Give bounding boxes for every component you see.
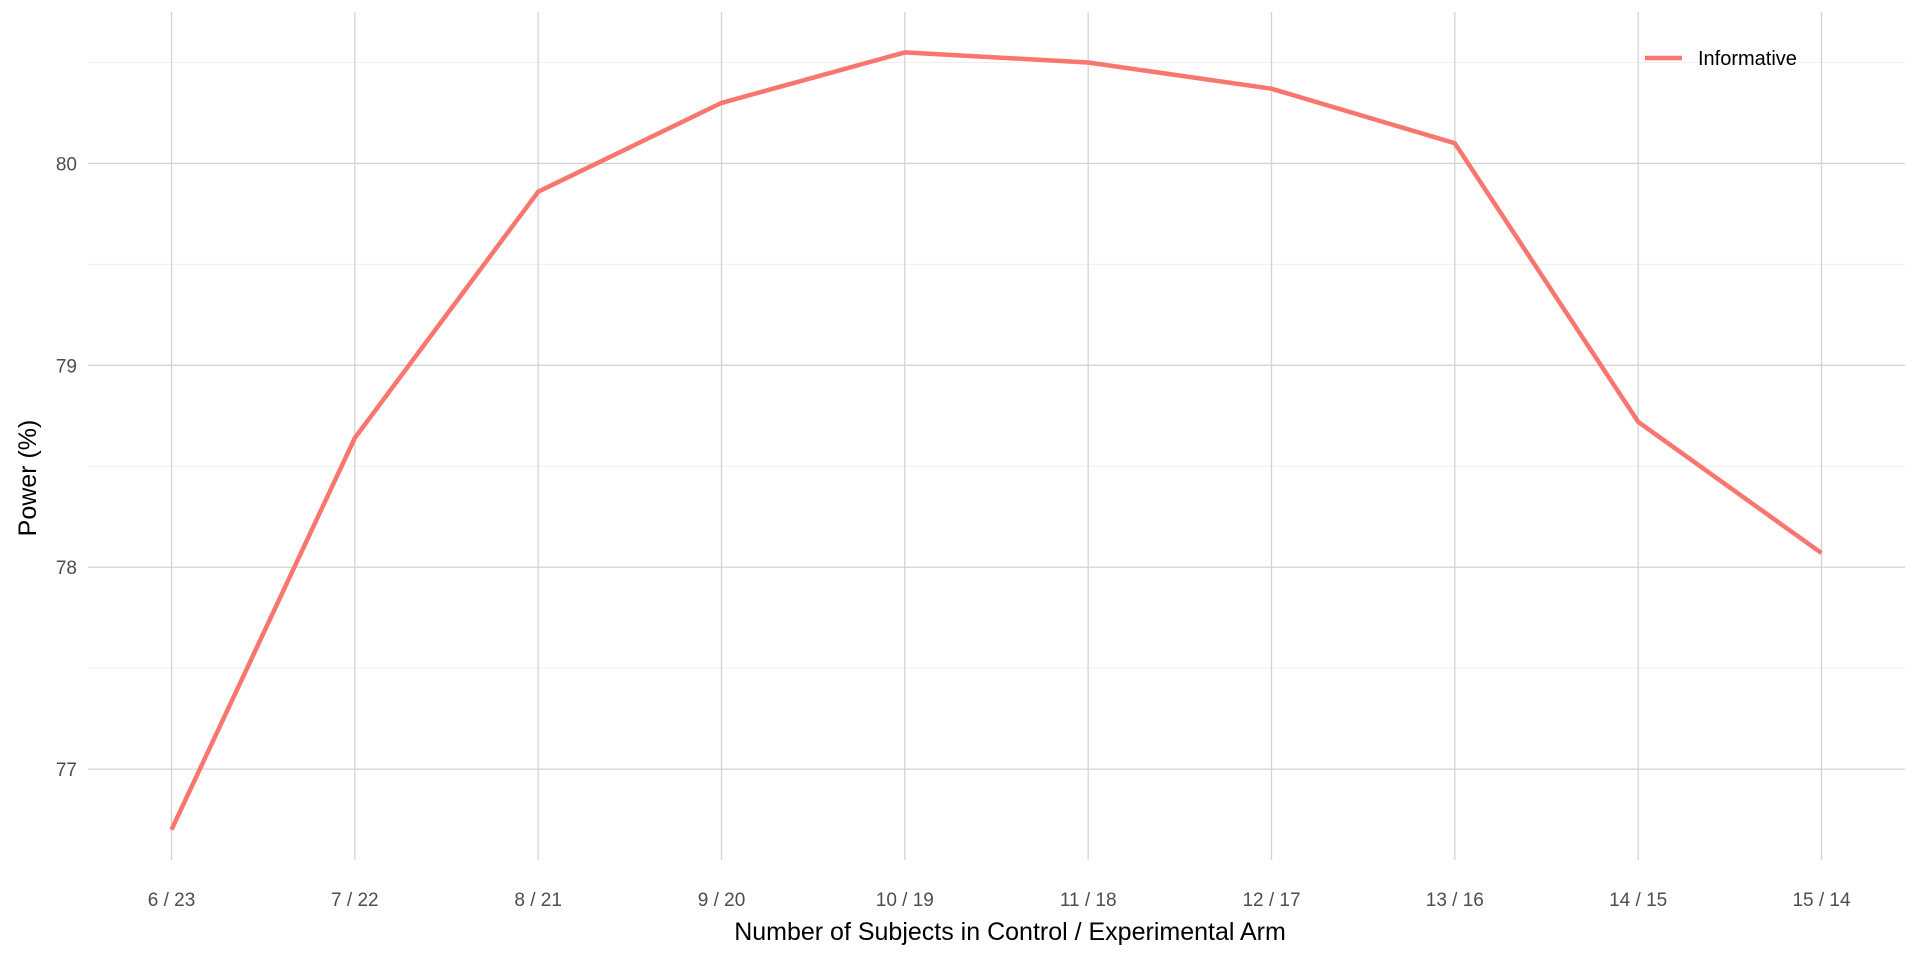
- x-axis-title: Number of Subjects in Control / Experime…: [734, 918, 1286, 946]
- x-tick-label: 10 / 19: [876, 890, 934, 911]
- y-tick-label: 80: [56, 154, 77, 175]
- x-tick-label: 9 / 20: [698, 890, 746, 911]
- x-tick-label: 6 / 23: [148, 890, 196, 911]
- x-tick-label: 7 / 22: [331, 890, 379, 911]
- y-axis-ticks: 77 78 79 80: [56, 154, 77, 781]
- series-line: [169, 50, 1823, 831]
- x-tick-label: 12 / 17: [1242, 890, 1300, 911]
- x-tick-label: 8 / 21: [514, 890, 562, 911]
- y-tick-label: 77: [56, 760, 77, 781]
- x-tick-label: 14 / 15: [1609, 890, 1667, 911]
- series-layer: [169, 50, 1823, 831]
- legend-label-informative: Informative: [1698, 48, 1797, 70]
- y-tick-label: 78: [56, 558, 77, 579]
- grid-layer: [88, 12, 1905, 860]
- legend: Informative: [1645, 48, 1797, 70]
- x-tick-label: 11 / 18: [1060, 890, 1117, 911]
- x-tick-label: 13 / 16: [1426, 890, 1484, 911]
- x-tick-label: 15 / 14: [1792, 890, 1851, 911]
- x-axis-ticks: 6 / 23 7 / 22 8 / 21 9 / 20 10 / 19 11 / 18 12…: [148, 890, 1851, 911]
- y-axis-title: Power (%): [14, 420, 42, 537]
- y-tick-label: 79: [56, 356, 77, 377]
